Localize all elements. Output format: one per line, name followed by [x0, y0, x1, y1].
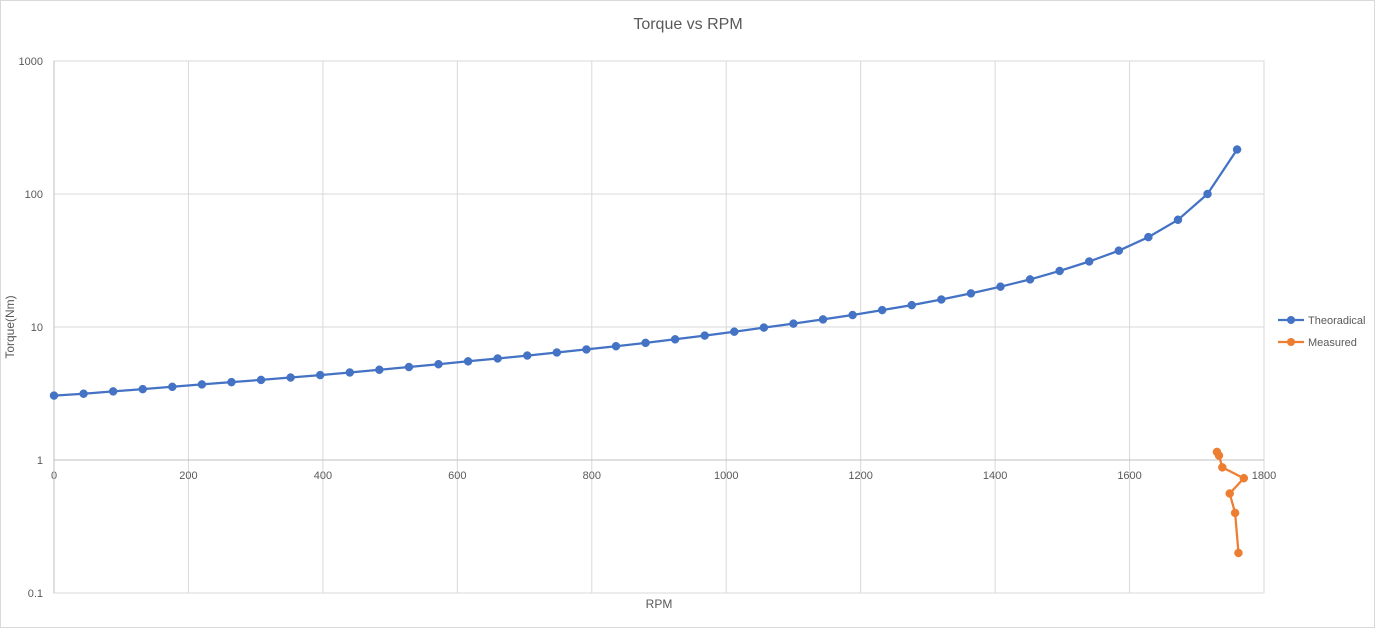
data-point-measured [1225, 489, 1234, 498]
data-point-theoradical [1114, 246, 1124, 255]
data-point-theoradical [670, 335, 680, 344]
x-tick-label: 800 [583, 470, 601, 482]
x-tick-label: 200 [179, 470, 197, 482]
data-point-theoradical [375, 365, 384, 375]
data-point-theoradical [49, 391, 59, 400]
chart-title: Torque vs RPM [633, 16, 742, 33]
data-point-theoradical [848, 310, 857, 320]
legend: Theoradical Measured [1278, 315, 1365, 349]
data-point-theoradical [700, 331, 709, 340]
x-tick-label: 1600 [1117, 470, 1141, 482]
data-point-theoradical [966, 289, 976, 298]
x-tick-label: 1200 [848, 470, 872, 482]
data-point-theoradical [996, 282, 1005, 291]
axes: 0200400600800100012001400160018000.11101… [19, 56, 1277, 600]
data-point-measured [1214, 451, 1224, 460]
data-point-theoradical [582, 345, 591, 354]
data-point-theoradical [493, 354, 502, 363]
data-point-measured [1230, 508, 1240, 518]
data-point-theoradical [1055, 266, 1064, 276]
data-point-theoradical [138, 384, 147, 394]
data-point-theoradical [286, 373, 295, 382]
data-point-theoradical [345, 368, 355, 377]
legend-marker-theoradical [1287, 316, 1295, 324]
series-group [49, 145, 1249, 558]
y-tick-label: 0.1 [28, 588, 43, 600]
data-point-theoradical [730, 327, 739, 336]
data-point-theoradical [168, 382, 177, 392]
data-point-theoradical [1144, 232, 1153, 242]
data-point-measured [1239, 473, 1249, 483]
y-tick-label: 100 [25, 189, 43, 201]
data-point-theoradical [937, 295, 946, 304]
data-point-measured [1218, 463, 1227, 472]
data-point-theoradical [907, 300, 917, 310]
data-point-theoradical [1025, 275, 1035, 284]
x-tick-label: 400 [314, 470, 332, 482]
legend-label-theoradical: Theoradical [1308, 315, 1365, 327]
y-axis-title: Torque(Nm) [3, 295, 17, 358]
data-point-theoradical [522, 351, 532, 360]
x-tick-label: 1400 [983, 470, 1007, 482]
data-point-theoradical [1084, 257, 1094, 266]
data-point-theoradical [315, 370, 325, 380]
data-point-theoradical [759, 323, 769, 332]
data-point-theoradical [256, 375, 266, 385]
data-point-theoradical [463, 357, 473, 366]
data-point-theoradical [611, 341, 621, 351]
data-point-theoradical [79, 389, 88, 398]
data-point-theoradical [877, 305, 887, 315]
data-point-theoradical [197, 380, 207, 389]
data-point-theoradical [434, 359, 443, 369]
data-point-theoradical [1232, 145, 1242, 154]
x-tick-label: 1800 [1252, 470, 1276, 482]
legend-label-measured: Measured [1308, 337, 1357, 349]
data-point-measured [1234, 548, 1243, 558]
x-tick-label: 1000 [714, 470, 738, 482]
data-point-theoradical [108, 387, 118, 396]
legend-marker-measured [1287, 338, 1295, 346]
data-point-theoradical [552, 348, 562, 357]
data-point-theoradical [818, 315, 828, 324]
y-tick-label: 1000 [19, 56, 43, 68]
y-tick-label: 10 [31, 322, 43, 334]
data-point-theoradical [1203, 189, 1212, 199]
data-point-theoradical [404, 362, 414, 372]
x-axis-title: RPM [646, 597, 673, 611]
data-point-theoradical [1173, 215, 1183, 225]
data-point-theoradical [227, 377, 236, 387]
x-tick-label: 600 [448, 470, 466, 482]
data-point-theoradical [789, 319, 798, 328]
y-tick-label: 1 [37, 455, 43, 467]
data-point-theoradical [641, 338, 650, 348]
